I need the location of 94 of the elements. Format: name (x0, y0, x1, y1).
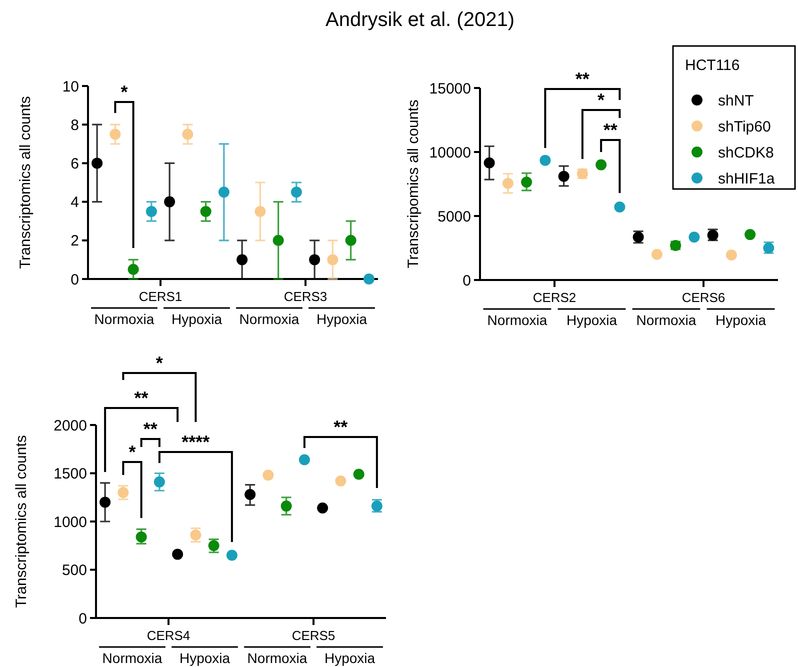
point (290, 186, 302, 198)
text: CERS1 (138, 289, 182, 304)
y-axis-title: Transcriptomics all counts (13, 435, 30, 608)
point (345, 234, 356, 246)
text: CERS2 (532, 290, 576, 305)
point (280, 500, 292, 512)
point (92, 158, 103, 169)
y-tick-label: 500 (62, 562, 87, 579)
y-tick-label: 10000 (429, 144, 471, 162)
text: Andrysik et al. (2021) (326, 9, 514, 31)
point (272, 234, 284, 246)
text: Normoxia (102, 650, 162, 666)
point (110, 128, 121, 140)
text: Hypoxia (566, 312, 618, 328)
y-tick-label: 1000 (54, 514, 87, 531)
point (128, 264, 139, 275)
annotation: * (128, 442, 136, 462)
point (200, 206, 212, 217)
point (521, 176, 532, 188)
text: Normoxia (636, 312, 696, 328)
point (172, 548, 184, 560)
y-tick-label: 8 (70, 116, 79, 134)
text: Normoxia (487, 312, 548, 328)
annotation: * (598, 90, 605, 110)
annotation: **** (182, 432, 210, 452)
text: Normoxia (247, 650, 308, 666)
y-tick-label: 10 (62, 78, 79, 96)
legend-label: shNT (718, 92, 754, 110)
point (651, 248, 662, 260)
point (298, 454, 310, 466)
y-tick-label: 15000 (429, 80, 471, 98)
y-tick-label: 0 (70, 271, 79, 288)
point (558, 170, 570, 182)
point (100, 496, 111, 508)
point (154, 476, 165, 488)
point (226, 550, 238, 561)
legend-label: shTip60 (718, 118, 771, 136)
point (614, 202, 626, 213)
point (254, 206, 266, 217)
point (182, 128, 194, 140)
point (309, 254, 320, 266)
point (744, 229, 756, 240)
point (726, 250, 737, 261)
y-tick-label: 0 (462, 272, 471, 290)
text: Hypoxia (316, 311, 368, 327)
annotation: * (120, 82, 128, 102)
annotation: ** (575, 69, 590, 89)
significance-bracket: ** (600, 120, 621, 193)
point (688, 232, 700, 243)
point (244, 488, 256, 500)
y-tick-label: 2 (70, 232, 79, 250)
point (317, 502, 328, 514)
point (164, 196, 176, 208)
legend-label: shCDK8 (718, 144, 774, 162)
text: CERS3 (284, 289, 328, 304)
annotation: ** (143, 419, 158, 439)
annotation: ** (603, 120, 618, 140)
point (540, 154, 551, 166)
text: Hypoxia (179, 650, 230, 666)
legend-title: HCT116 (685, 57, 740, 74)
point (353, 468, 364, 480)
y-tick-label: 6 (70, 155, 79, 172)
y-tick-label: 5000 (438, 208, 471, 226)
text: Normoxia (94, 311, 154, 327)
y-tick-label: 4 (70, 194, 79, 212)
significance-bracket: * (114, 82, 134, 248)
annotation: ** (334, 417, 348, 437)
point (327, 254, 338, 266)
significance-bracket: ** (140, 419, 160, 447)
y-tick-label: 2000 (54, 417, 87, 434)
text: Normoxia (239, 311, 300, 327)
text: CERS4 (146, 628, 190, 643)
point (236, 254, 248, 266)
text: CERS6 (682, 290, 726, 305)
point (484, 157, 495, 168)
significance-bracket: * (122, 442, 142, 518)
point (363, 274, 374, 284)
text: Hypoxia (715, 312, 766, 328)
significance-bracket: ** (303, 417, 378, 488)
point (218, 186, 230, 198)
point (596, 159, 607, 170)
text: CERS5 (292, 628, 336, 643)
y-axis-title: Transcripomics all counts (405, 100, 422, 268)
y-tick-label: 0 (78, 610, 87, 628)
point (262, 470, 274, 481)
point (146, 206, 157, 217)
point (335, 475, 346, 486)
text: Hypoxia (324, 650, 376, 666)
text: Hypoxia (171, 311, 222, 327)
point (502, 178, 514, 189)
significance-bracket: **** (158, 432, 233, 542)
y-axis-title: Transcriptomics all counts (17, 96, 34, 269)
legend-label: shHIF1a (718, 170, 776, 188)
y-tick-label: 1500 (54, 466, 87, 482)
